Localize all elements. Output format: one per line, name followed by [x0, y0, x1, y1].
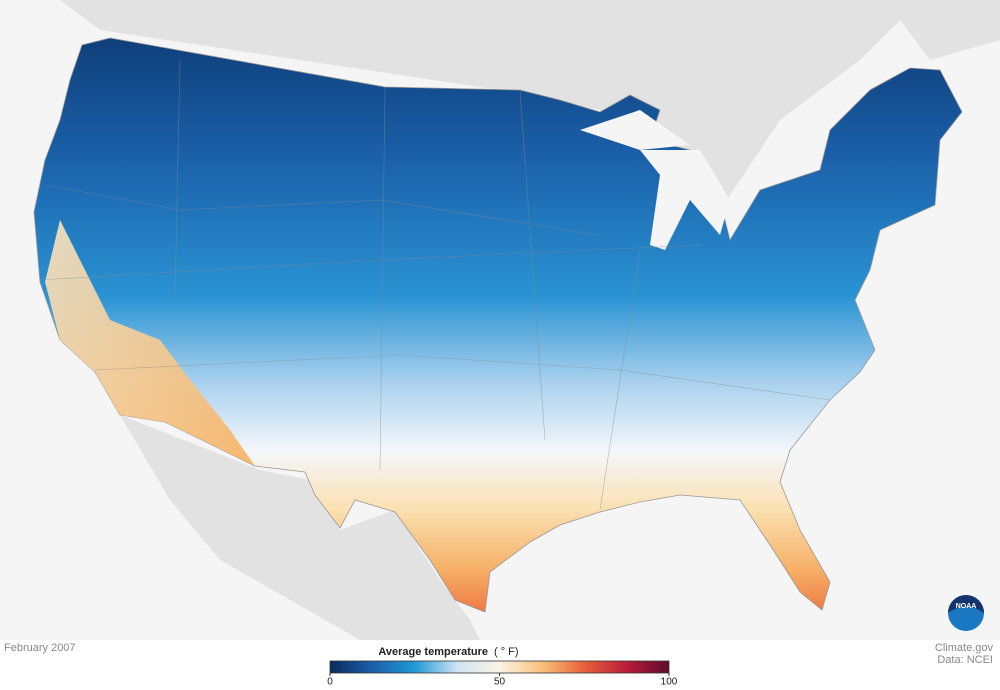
credit-site: Climate.gov	[935, 642, 994, 654]
credit-source: Data: NCEI	[937, 654, 993, 666]
state-lines	[39, 59, 831, 511]
colorbar-tick-label: 100	[661, 677, 678, 688]
caption: February 2007	[4, 642, 76, 654]
legend-unit: ( ° F)	[494, 646, 519, 658]
colorbar	[329, 660, 670, 674]
logo-top	[948, 595, 984, 613]
colorbar-tick-label: 0	[327, 677, 333, 688]
great-lakes	[580, 110, 730, 250]
colorbar-tick-label: 50	[494, 677, 506, 688]
mexico	[120, 415, 480, 640]
logo-text: NOAA	[956, 603, 977, 610]
noaa-logo: NOAA	[948, 595, 984, 631]
warm-southwest	[45, 220, 255, 466]
united-states	[33, 37, 963, 613]
legend-title: Average temperature	[378, 646, 488, 658]
canada	[60, 0, 1000, 240]
